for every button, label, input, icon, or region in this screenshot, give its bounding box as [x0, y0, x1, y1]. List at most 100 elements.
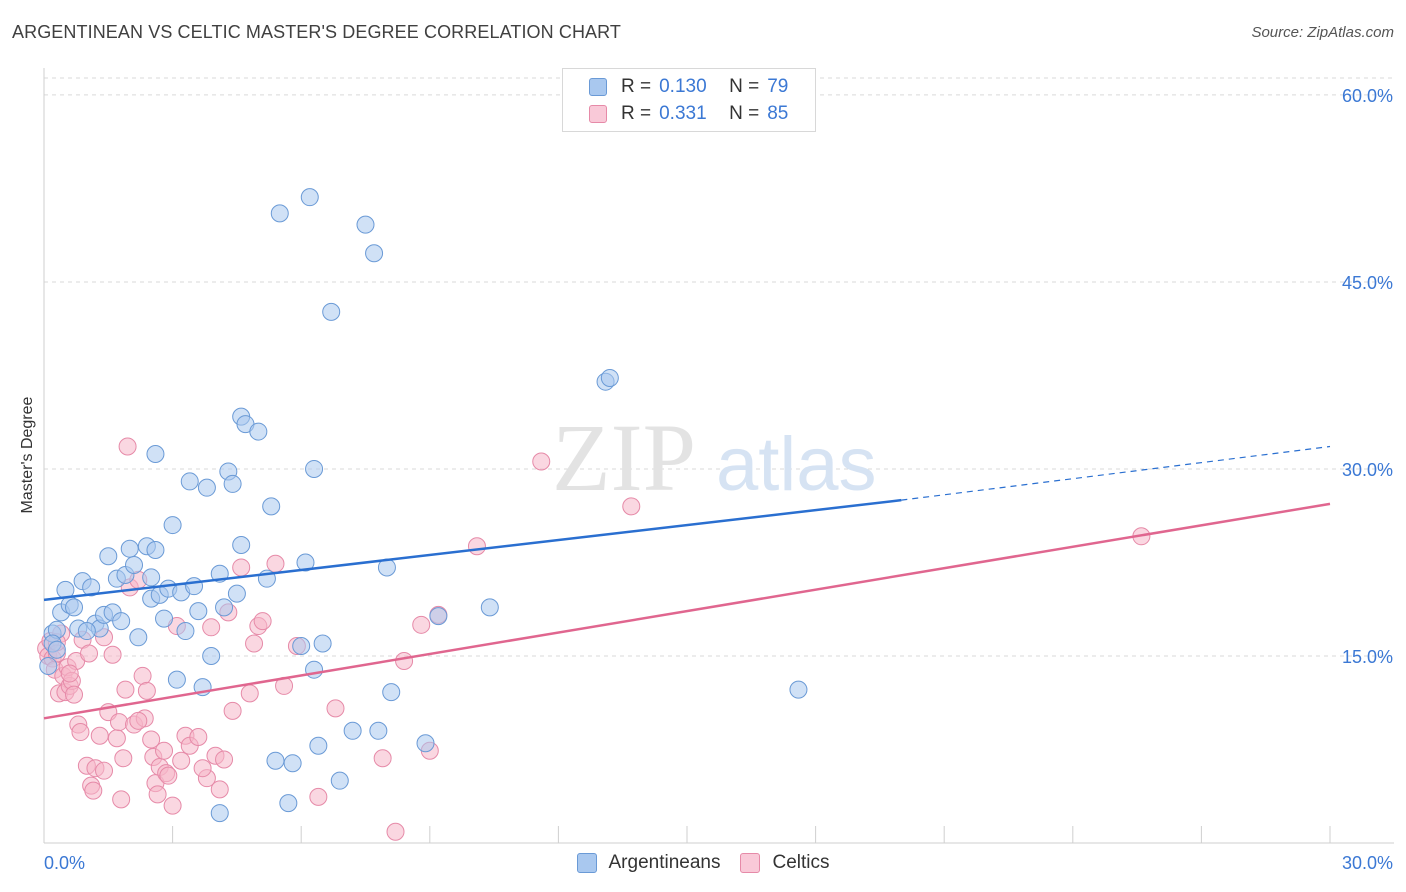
argentineans-point — [365, 244, 384, 263]
argentineans-point — [305, 660, 324, 679]
celtics-swatch — [589, 105, 607, 123]
y-tick-label: 30.0% — [1342, 460, 1393, 480]
argentineans-point — [227, 584, 246, 603]
celtics-point — [532, 452, 551, 471]
argentineans-legend-swatch — [576, 853, 597, 873]
argentineans-point — [129, 628, 148, 647]
argentineans-point — [262, 497, 281, 516]
legend-item-celtics[interactable]: Celtics — [740, 852, 829, 874]
celtics-point — [155, 741, 174, 760]
celtics-point — [71, 723, 90, 742]
legend-item-argentineans[interactable]: Argentineans — [576, 852, 720, 874]
y-axis-label: Master's Degree — [19, 396, 36, 514]
celtics-point — [114, 749, 133, 768]
n-value: 85 — [767, 103, 789, 124]
celtics-point — [210, 780, 229, 799]
argentineans-point — [266, 751, 285, 770]
celtics-point — [65, 685, 84, 704]
celtics-point — [240, 684, 259, 703]
watermark-atlas: atlas — [716, 422, 877, 507]
trend-layer — [43, 445, 1331, 720]
argentineans-point — [99, 547, 118, 566]
r-label: R = — [621, 76, 652, 97]
argentineans-point — [343, 721, 362, 740]
celtics-point — [266, 554, 285, 573]
celtics-point — [386, 822, 405, 841]
legend-row-argentineans: R = 0.130 N = 79 — [589, 74, 788, 100]
celtics-point — [172, 751, 191, 770]
argentineans-point — [330, 771, 349, 790]
argentineans-point — [416, 734, 435, 753]
celtics-point — [95, 761, 114, 780]
argentineans-point — [163, 516, 182, 535]
argentineans-point — [146, 541, 165, 560]
argentineans-trend-line — [43, 498, 902, 602]
n-label: N = — [729, 76, 760, 97]
argentineans-point — [47, 640, 66, 659]
celtics-legend-label: Celtics — [772, 852, 830, 873]
argentineans-point — [197, 478, 216, 497]
celtics-point — [622, 497, 641, 516]
celtics-point — [232, 558, 251, 577]
argentineans-point — [382, 683, 401, 702]
argentineans-point — [789, 680, 808, 699]
argentineans-point — [305, 459, 324, 478]
axis-layer — [43, 68, 1394, 844]
argentineans-point — [480, 598, 499, 617]
argentineans-point — [125, 555, 144, 574]
celtics-point — [112, 790, 131, 809]
celtics-point — [223, 701, 242, 720]
r-value: 0.130 — [659, 76, 707, 97]
argentineans-point — [223, 474, 242, 493]
celtics-point — [215, 750, 234, 769]
argentineans-point — [279, 794, 298, 813]
argentineans-point — [180, 472, 199, 491]
r-label: R = — [621, 103, 652, 124]
x-tick-label-max: 30.0% — [1342, 853, 1393, 873]
celtics-point — [84, 781, 103, 800]
celtics-point — [467, 537, 486, 556]
celtics-point — [80, 644, 99, 663]
argentineans-point — [429, 607, 448, 626]
argentineans-point — [77, 622, 96, 641]
argentineans-point — [39, 656, 58, 675]
y-tick-label: 15.0% — [1342, 647, 1393, 667]
celtics-point — [309, 787, 328, 806]
celtics-point — [373, 749, 392, 768]
celtics-point — [129, 711, 148, 730]
argentineans-point — [167, 670, 186, 689]
x-tick-label-min: 0.0% — [44, 853, 85, 873]
celtics-point — [202, 618, 221, 637]
celtics-point — [90, 726, 109, 745]
argentineans-point — [65, 598, 84, 617]
argentineans-point — [82, 578, 101, 597]
series-legend: Argentineans Celtics — [0, 852, 1406, 874]
argentineans-point — [232, 536, 251, 555]
source-label: Source: ZipAtlas.com — [1251, 24, 1394, 41]
celtics-point — [326, 699, 345, 718]
argentineans-point — [189, 602, 208, 621]
chart-title: ARGENTINEAN VS CELTIC MASTER'S DEGREE CO… — [12, 22, 622, 42]
celtics-point — [412, 615, 431, 634]
argentineans-trend-extension — [901, 445, 1331, 501]
argentineans-swatch — [589, 78, 607, 96]
argentineans-point — [296, 553, 315, 572]
argentineans-point — [155, 609, 174, 628]
celtics-point — [103, 645, 122, 664]
celtics-legend-swatch — [740, 853, 761, 873]
argentineans-point — [120, 539, 139, 558]
celtics-point — [148, 785, 167, 804]
celtics-point — [137, 681, 156, 700]
argentineans-point — [249, 422, 268, 441]
n-label: N = — [729, 103, 760, 124]
argentineans-point — [292, 637, 311, 656]
celtics-point — [245, 634, 264, 653]
argentineans-point — [283, 754, 302, 773]
argentineans-point — [142, 568, 161, 587]
celtics-point — [133, 666, 152, 685]
argentineans-point — [309, 736, 328, 755]
n-value: 79 — [767, 76, 789, 97]
celtics-trend-line — [43, 502, 1331, 720]
argentineans-points — [39, 188, 808, 823]
